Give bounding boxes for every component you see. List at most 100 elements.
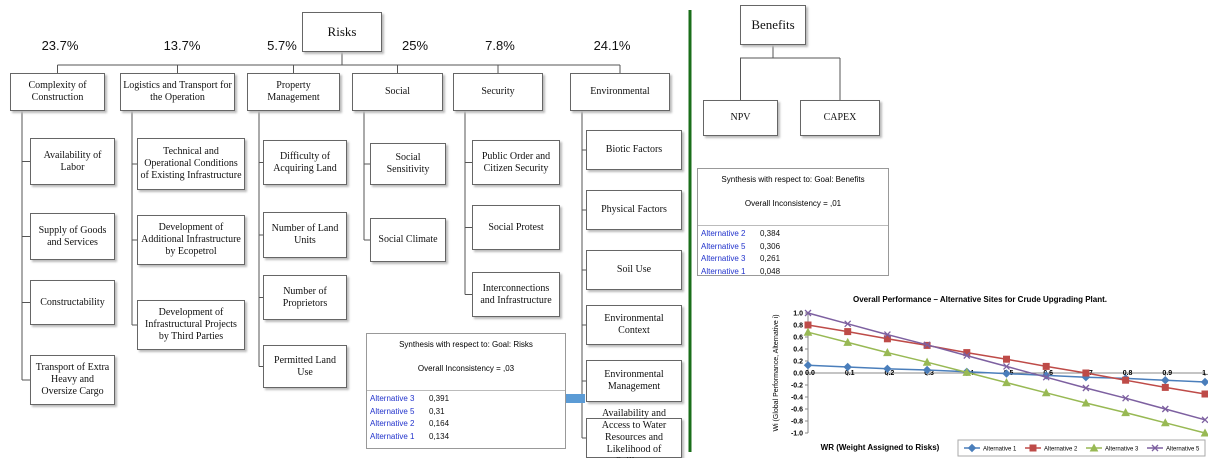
subcriterion-node: Public Order and Citizen Security — [472, 140, 560, 185]
marker — [1003, 355, 1010, 363]
legend-label: Alternative 5 — [1166, 447, 1200, 453]
marker — [844, 328, 852, 336]
alternative-name: Alternative 2 — [701, 229, 746, 238]
criterion-node: CAPEX — [800, 100, 880, 136]
x-tick-label: 0.2 — [885, 370, 895, 377]
marker — [1201, 416, 1208, 424]
synthesis-panel: Synthesis with respect to: Goal: Risks Ov… — [366, 333, 566, 449]
marker — [1201, 390, 1208, 398]
y-tick-label: -0.2 — [791, 383, 803, 390]
marker — [1161, 405, 1169, 413]
y-tick-label: -0.4 — [791, 395, 803, 402]
alternative-value: 0,384 — [760, 229, 781, 238]
x-tick-label: 0.0 — [805, 370, 815, 377]
synthesis-title: Synthesis with respect to: Goal: Benefit… — [721, 175, 865, 184]
criterion-node: NPV — [703, 100, 778, 136]
legend-label: Alternative 1 — [983, 447, 1017, 453]
marker — [883, 364, 892, 374]
subcriterion-node: Availability and Access to Water Resourc… — [586, 408, 682, 458]
alternative-name: Alternative 3 — [701, 254, 746, 263]
marker — [1081, 398, 1091, 407]
subcriterion-node: Social Protest — [472, 205, 560, 250]
marker — [804, 321, 812, 329]
y-tick-label: 1.0 — [793, 311, 803, 318]
subcriterion-node: Soil Use — [586, 250, 682, 290]
marker — [843, 337, 853, 346]
alternative-name: Alternative 1 — [701, 266, 746, 276]
marker — [803, 360, 813, 370]
marker — [883, 348, 892, 357]
criterion-node: Complexity of Construction — [10, 73, 105, 111]
marker — [1200, 428, 1208, 437]
synthesis-inconsistency: Overall Inconsistency = ,01 — [744, 199, 842, 208]
subcriterion-node: Physical Factors — [586, 190, 682, 230]
x-tick-label: 0.3 — [924, 370, 934, 377]
marker — [923, 341, 931, 349]
legend-marker — [1151, 444, 1159, 452]
subcriterion-node: Supply of Goods and Services — [30, 213, 115, 260]
y-tick-label: 0.4 — [793, 347, 803, 354]
marker — [1161, 375, 1170, 385]
marker — [1042, 362, 1050, 370]
marker — [1122, 376, 1130, 384]
alternative-value: 0,306 — [760, 241, 781, 251]
alternative-name: Alternative 3 — [370, 394, 415, 403]
criterion-node: Environmental — [570, 73, 670, 111]
marker — [1160, 418, 1170, 427]
subcriterion-node: Difficulty of Acquiring Land — [263, 140, 347, 185]
subcriterion-node: Technical and Operational Conditions of … — [137, 138, 245, 190]
marker — [883, 335, 891, 343]
marker — [1122, 394, 1130, 402]
criterion-weight: 23.7% — [41, 38, 79, 53]
subcriterion-node: Availability of Labor — [30, 138, 115, 185]
y-tick-label: 0.0 — [793, 371, 803, 378]
subcriterion-node: Interconnections and Infrastructure — [472, 272, 560, 317]
criterion-node: Logistics and Transport for the Operatio… — [120, 73, 235, 111]
subcriterion-node: Environmental Management — [586, 360, 682, 402]
marker — [963, 352, 971, 360]
subcriterion-node: Biotic Factors — [586, 130, 682, 170]
chart-title: Overall Performance – Alternative Sites … — [853, 295, 1107, 304]
y-tick-label: 0.6 — [793, 335, 803, 342]
legend-marker — [1029, 444, 1037, 452]
criterion-weight: 24.1% — [593, 38, 631, 53]
x-tick-label: 0.9 — [1162, 370, 1172, 377]
marker — [1121, 408, 1130, 417]
alternative-value: 0,391 — [429, 394, 450, 403]
y-tick-label: -0.8 — [791, 419, 803, 426]
alternative-name: Alternative 2 — [370, 419, 415, 428]
marker — [803, 327, 813, 336]
marker — [883, 331, 891, 339]
y-tick-label: 0.2 — [793, 359, 803, 366]
subcriterion-node: Number of Land Units — [263, 212, 347, 258]
subcriterion-node: Social Climate — [370, 218, 446, 262]
root-node: Risks — [302, 12, 382, 52]
marker — [1082, 369, 1090, 377]
criterion-weight: 5.7% — [267, 38, 297, 53]
marker — [804, 309, 812, 317]
y-tick-label: -1.0 — [791, 431, 803, 438]
subcriterion-node: Environmental Context — [586, 305, 682, 345]
x-tick-label: 0.8 — [1123, 370, 1133, 377]
marker — [1042, 373, 1050, 381]
marker — [962, 367, 972, 376]
legend-marker — [967, 443, 977, 453]
subcriterion-node: Permitted Land Use — [263, 345, 347, 388]
alternative-value: 0,261 — [760, 254, 781, 263]
marker — [922, 365, 932, 375]
alternative-name: Alternative 1 — [370, 431, 415, 441]
marker — [1082, 384, 1090, 392]
marker — [1002, 378, 1011, 387]
subcriterion-node: Number of Proprietors — [263, 275, 347, 320]
synthesis-panel: Synthesis with respect to: Goal: Benefit… — [697, 168, 889, 276]
alternative-value: 0,134 — [429, 431, 450, 441]
y-tick-label: -0.6 — [791, 407, 803, 414]
alternative-name: Alternative 5 — [701, 241, 746, 251]
alternative-value: 0,164 — [429, 419, 450, 428]
criterion-node: Property Management — [247, 73, 340, 111]
alternative-value: 0,048 — [760, 266, 781, 276]
marker — [1200, 377, 1208, 387]
subcriterion-node: Transport of Extra Heavy and Oversize Ca… — [30, 355, 115, 405]
x-tick-label: 1.0 — [1202, 370, 1208, 377]
